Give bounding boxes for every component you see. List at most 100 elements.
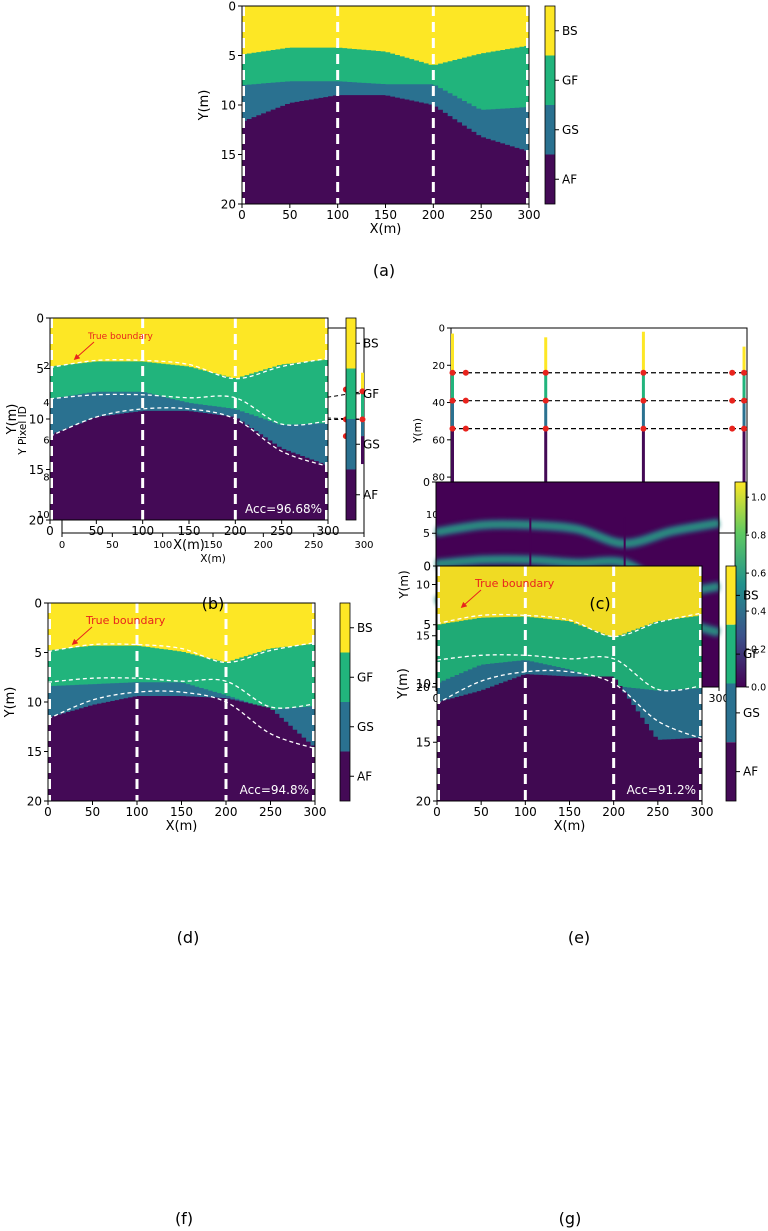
- panel-f-ytick-label: 0: [34, 596, 42, 610]
- panel-a-colorbar-label: GS: [562, 123, 579, 137]
- panel-f-annotation: True boundary: [85, 614, 166, 627]
- panel-c-boundary-point: [542, 397, 549, 404]
- panel-g-xtick-label: 250: [646, 805, 669, 819]
- panel-d-xtick-label: 250: [270, 524, 293, 538]
- panel-b-ylabel: Y Pixel ID: [17, 406, 29, 456]
- panel-g-annotation-arrow: [460, 589, 482, 608]
- panel-b-boundary-point: [359, 388, 366, 395]
- panel-f-xtick-label: 50: [85, 805, 100, 819]
- panel-a-colorbar-segment: [545, 154, 555, 204]
- panel-f-xtick-label: 150: [170, 805, 193, 819]
- panel-b-xtick-label: 0: [59, 540, 65, 551]
- panel-f-ytick-label: 5: [34, 646, 42, 660]
- panel-g-xtick-label: 200: [602, 805, 625, 819]
- panel-g-xlabel: X(m): [554, 819, 586, 834]
- panel-g-accuracy: Acc=91.2%: [627, 783, 696, 797]
- caption-d: (d): [177, 928, 200, 947]
- caption-c: (c): [589, 594, 610, 613]
- panel-d-ylabel: Y(m): [5, 404, 20, 436]
- panel-d-xtick-label: 0: [46, 524, 54, 538]
- panel-a-ytick-label: 15: [221, 148, 236, 162]
- panel-a-colorbar-segment: [545, 105, 555, 155]
- panel-c-boundary-point: [741, 397, 748, 404]
- panel-c-ytick-label: 20: [432, 361, 445, 372]
- panel-e-ytick-label: 0: [423, 476, 430, 489]
- panel-g-ytick-label: 20: [416, 794, 431, 808]
- panel-c-boundary-point: [729, 397, 736, 404]
- panel-a-xlabel: X(m): [370, 222, 402, 237]
- panel-g-colorbar-frame: [725, 565, 737, 802]
- panel-g-colorbar-segment: [726, 742, 736, 801]
- panel-f-chart: 0 50 100 150 200 250 300 0 5 10 15 20 X(m) Y(m) BS GF GS…: [3, 596, 374, 834]
- panel-f-true-boundary-line: [47, 690, 316, 750]
- panel-f-colorbar-label: AF: [357, 769, 372, 783]
- panel-a-xtick-label: 250: [470, 208, 493, 222]
- panel-a-xtick-label: 50: [282, 208, 297, 222]
- panel-b-xtick-label: 250: [304, 540, 323, 551]
- panel-g-colorbar-label: GF: [743, 647, 759, 661]
- panel-e-colorbar-label: 0.8: [751, 531, 766, 542]
- panel-g-xtick-label: 150: [558, 805, 581, 819]
- panel-f-annotation-arrow: [71, 626, 93, 645]
- panel-d-xlabel: X(m): [173, 538, 205, 553]
- panel-g-ytick-label: 0: [423, 559, 431, 573]
- panel-d-colorbar-segment: [346, 318, 356, 369]
- panel-f-true-boundary-line: [47, 641, 316, 664]
- panel-a-colorbar-segment: [545, 55, 555, 105]
- panel-a-colorbar-label: BS: [562, 24, 578, 38]
- panel-a-ytick-label: 10: [221, 98, 236, 112]
- panel-g-colorbar-label: BS: [743, 588, 759, 602]
- panel-g-colorbar-label: AF: [743, 765, 758, 779]
- panel-e-colorbar-label: 1.0: [751, 493, 766, 504]
- panel-a-colorbar-label: AF: [562, 172, 577, 186]
- panel-g-xtick-label: 100: [514, 805, 537, 819]
- panel-g-xtick-label: 50: [474, 805, 489, 819]
- panel-d-true-boundary-line: [49, 407, 329, 468]
- panel-a-xtick-label: 0: [238, 208, 246, 222]
- panel-b-xtick-label: 100: [153, 540, 172, 551]
- panel-a-xtick-label: 100: [326, 208, 349, 222]
- panel-f-xtick-label: 0: [44, 805, 52, 819]
- panel-a-xtick-label: 300: [518, 208, 541, 222]
- panel-g-ytick-label: 10: [416, 677, 431, 691]
- panel-c-ytick-label: 80: [432, 473, 445, 484]
- panel-d-colorbar-label: BS: [363, 336, 379, 350]
- panel-c-boundary-point: [449, 369, 456, 376]
- panel-d-true-boundary-line: [49, 393, 329, 426]
- panel-b-xtick-label: 200: [254, 540, 273, 551]
- panel-c-boundary-point: [729, 425, 736, 432]
- panel-e-colorbar-label: 0.2: [751, 645, 766, 656]
- panel-c-boundary-point: [640, 425, 647, 432]
- panel-d-colorbar-label: GS: [363, 437, 380, 451]
- panel-g-af-layer: [437, 674, 702, 801]
- panel-c-boundary-point: [729, 369, 736, 376]
- panel-d-colorbar-label: AF: [363, 488, 378, 502]
- panel-a-colorbar-label: GF: [562, 73, 578, 87]
- panel-d-xtick-label: 150: [178, 524, 201, 538]
- panel-c-ytick-label: 0: [439, 324, 445, 335]
- panel-b-boundary-point: [359, 416, 366, 423]
- panel-f-colorbar-label: GS: [357, 720, 374, 734]
- panel-d-annotation-arrow: [73, 341, 95, 360]
- panel-f-colorbar-segment: [340, 702, 350, 752]
- panel-d-ytick-label: 20: [29, 513, 44, 527]
- panel-g-ytick-label: 15: [416, 736, 431, 750]
- panel-d-xtick-label: 100: [131, 524, 154, 538]
- panel-a-xtick-label: 200: [422, 208, 445, 222]
- panel-c-boundary-point: [462, 425, 469, 432]
- panel-a-colorbar-segment: [545, 6, 555, 56]
- panel-f-xlabel: X(m): [166, 819, 198, 834]
- panel-d-colorbar-frame: [345, 317, 357, 521]
- panel-b-xtick-label: 150: [203, 540, 222, 551]
- panel-c-boundary-point: [741, 369, 748, 376]
- panel-a-xtick-label: 150: [374, 208, 397, 222]
- panel-f-colorbar-segment: [340, 652, 350, 702]
- caption-g: (g): [559, 1209, 582, 1228]
- panel-e-uncertainty-core: [435, 521, 720, 546]
- panel-g-true-boundary-line: [436, 654, 703, 692]
- panel-f-colorbar-segment: [340, 751, 350, 801]
- panel-c-boundary-point: [640, 397, 647, 404]
- panel-f-ytick-label: 10: [27, 695, 42, 709]
- panel-g-xtick-label: 300: [691, 805, 714, 819]
